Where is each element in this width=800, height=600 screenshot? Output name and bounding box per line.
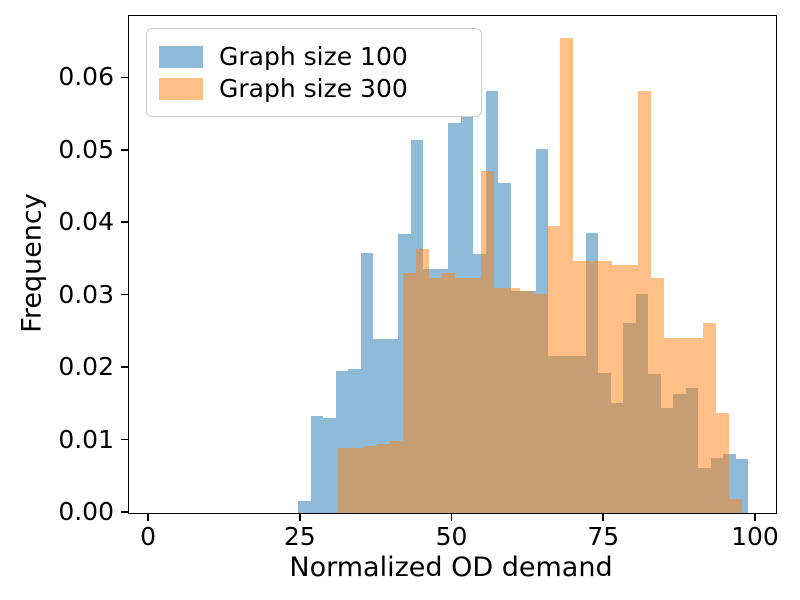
- x-tick-mark: [450, 513, 453, 521]
- y-tick-label: 0.04: [58, 207, 114, 237]
- legend-swatch-blue: [159, 45, 203, 68]
- legend: Graph size 100 Graph size 300: [146, 28, 482, 117]
- x-tick-mark: [298, 513, 301, 521]
- y-tick-label: 0.02: [58, 352, 114, 382]
- x-tick-mark: [147, 513, 149, 521]
- y-tick-label: 0.00: [58, 497, 114, 526]
- histogram-bar-orange: [611, 264, 625, 513]
- histogram-bar-orange: [703, 323, 717, 513]
- legend-item: Graph size 100: [159, 42, 469, 71]
- histogram-bar-orange: [494, 288, 508, 513]
- histogram-bar-orange: [442, 273, 456, 513]
- x-tick-label: 100: [731, 522, 779, 551]
- legend-item: Graph size 300: [159, 74, 469, 103]
- x-axis-label: Normalized OD demand: [289, 552, 613, 583]
- y-tick-label: 0.03: [58, 279, 114, 309]
- y-tick-mark: [121, 293, 128, 296]
- y-tick-label: 0.01: [58, 424, 114, 454]
- x-tick-label: 25: [283, 522, 316, 551]
- histogram-bar-orange: [520, 291, 534, 513]
- histogram-bar-orange: [533, 294, 547, 513]
- histogram-bar-blue: [298, 501, 311, 513]
- histogram-bar-orange: [507, 288, 521, 513]
- histogram-bar-orange: [481, 171, 495, 513]
- histogram-bar-orange: [455, 277, 469, 513]
- histogram-bar-orange: [559, 37, 573, 513]
- y-tick-mark: [121, 438, 128, 441]
- histogram-bar-orange: [363, 446, 377, 513]
- histogram-bar-orange: [429, 277, 443, 513]
- histogram-bar-blue: [323, 418, 336, 513]
- histogram-bar-orange: [716, 413, 730, 513]
- y-tick-label: 0.05: [58, 134, 114, 164]
- legend-label: Graph size 100: [219, 42, 408, 71]
- histogram-bar-blue: [310, 415, 324, 513]
- histogram-bar-orange: [572, 260, 586, 513]
- histogram-bar-orange: [650, 278, 665, 513]
- y-tick-mark: [121, 148, 128, 151]
- legend-label: Graph size 300: [219, 74, 408, 103]
- histogram-bar-orange: [677, 338, 691, 513]
- histogram-bar-orange: [729, 499, 743, 513]
- histogram-bar-orange: [416, 249, 430, 513]
- histogram-bar-orange: [664, 338, 678, 513]
- plot-area: Graph size 100 Graph size 300: [128, 15, 777, 514]
- histogram-bar-orange: [637, 91, 651, 513]
- histogram-bar-orange: [350, 447, 364, 513]
- histogram-bar-orange: [624, 264, 638, 513]
- histogram-bar-orange: [690, 338, 704, 513]
- histogram-bar-orange: [546, 226, 560, 513]
- x-tick-label: 50: [435, 522, 468, 551]
- y-tick-mark: [121, 511, 128, 513]
- y-axis-label: Frequency: [16, 193, 48, 333]
- y-tick-mark: [121, 221, 128, 223]
- x-tick-mark: [602, 513, 605, 521]
- x-tick-label: 0: [140, 522, 156, 551]
- histogram-bar-orange: [376, 444, 390, 513]
- histogram-bar-orange: [389, 441, 404, 513]
- y-tick-mark: [121, 76, 128, 79]
- x-tick-label: 75: [587, 522, 620, 551]
- y-tick-label: 0.06: [58, 62, 114, 92]
- histogram-bar-orange: [585, 260, 599, 513]
- histogram-bar-orange: [598, 260, 612, 513]
- y-tick-mark: [121, 366, 128, 368]
- histogram-bars: [129, 16, 776, 513]
- histogram-bar-orange: [403, 273, 417, 513]
- histogram-bar-orange: [468, 277, 482, 513]
- legend-swatch-orange: [159, 77, 203, 100]
- x-tick-mark: [754, 513, 756, 521]
- histogram-bar-orange: [337, 447, 351, 513]
